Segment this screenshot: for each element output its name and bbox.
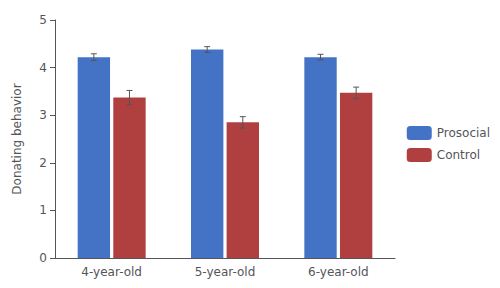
svg-text:4-year-old: 4-year-old xyxy=(81,265,142,279)
svg-text:Control: Control xyxy=(437,148,480,162)
svg-text:Donating behavior: Donating behavior xyxy=(10,83,24,194)
svg-text:5-year-old: 5-year-old xyxy=(195,265,256,279)
svg-text:1: 1 xyxy=(39,203,47,217)
svg-text:6-year-old: 6-year-old xyxy=(308,265,369,279)
svg-text:5: 5 xyxy=(39,13,47,27)
svg-text:Prosocial: Prosocial xyxy=(437,126,490,140)
svg-text:3: 3 xyxy=(39,108,47,122)
svg-text:4: 4 xyxy=(39,61,47,75)
svg-text:0: 0 xyxy=(39,251,47,265)
svg-text:2: 2 xyxy=(39,156,47,170)
